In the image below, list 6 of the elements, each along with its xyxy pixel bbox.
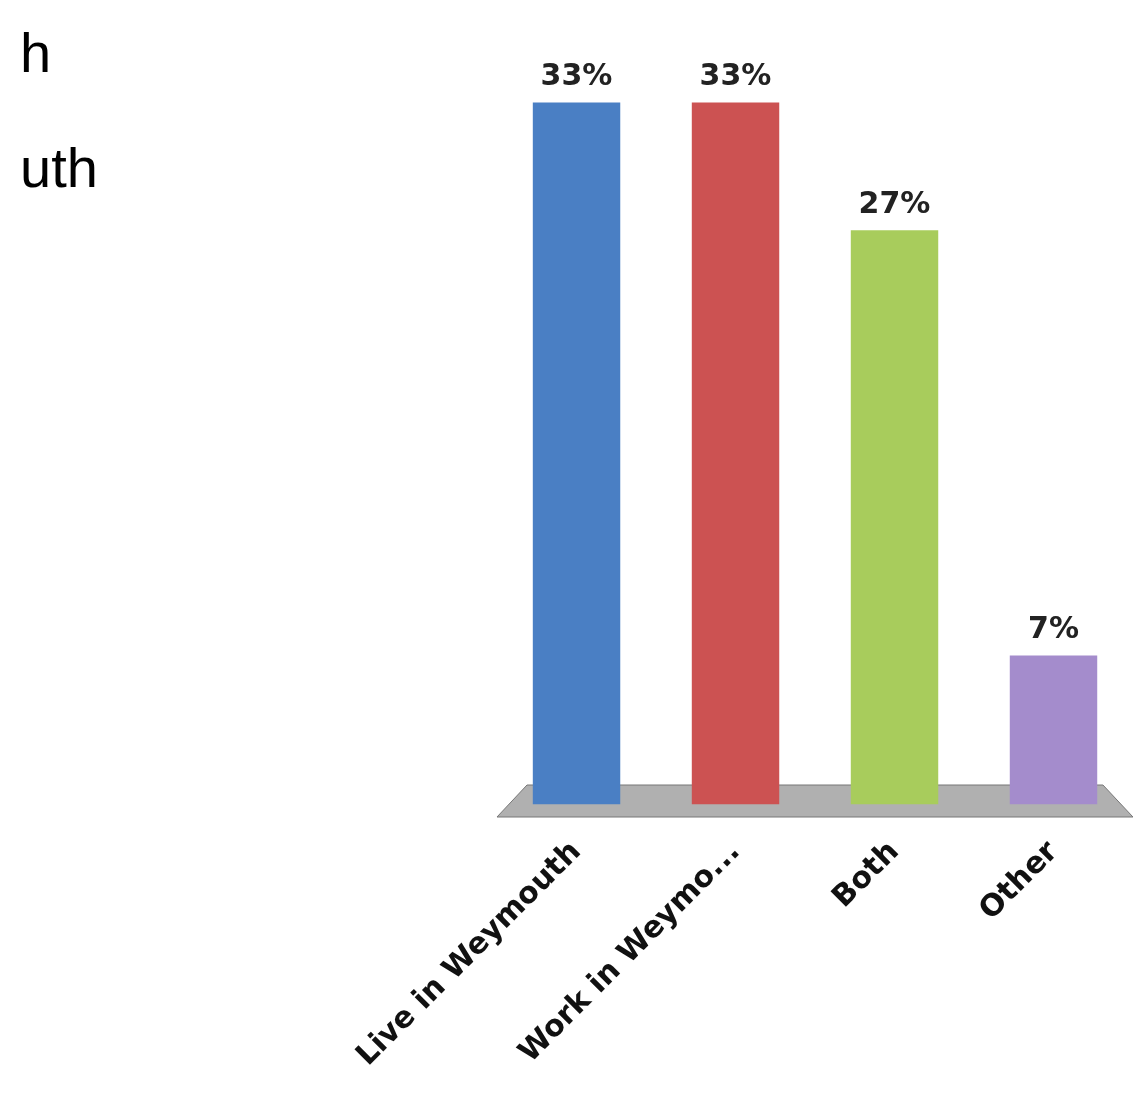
text: uth [20, 135, 98, 200]
text: h [20, 20, 53, 85]
data-label: 27% [858, 184, 931, 220]
data-label: 33% [699, 57, 772, 93]
data-label: 33% [540, 57, 613, 93]
data-label: 7% [1028, 610, 1079, 646]
